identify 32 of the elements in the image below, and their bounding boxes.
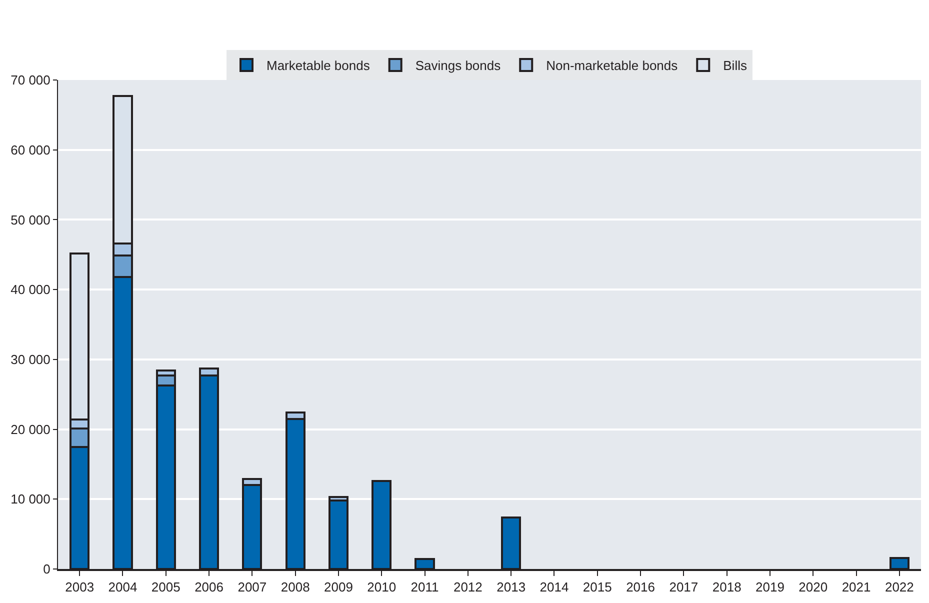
x-tick-label: 2007 xyxy=(238,580,267,595)
x-tick-label: 2021 xyxy=(842,580,871,595)
x-tick-label: 2015 xyxy=(582,580,612,595)
x-tick-label: 2017 xyxy=(669,580,698,595)
x-tick-label: 2019 xyxy=(756,580,784,595)
x-tick-label: 2004 xyxy=(108,580,138,595)
x-tick-label: 2022 xyxy=(884,580,914,595)
x-tick-label: 2010 xyxy=(367,580,396,595)
x-tick-label: 2009 xyxy=(324,580,353,595)
y-tick-label: 10 000 xyxy=(10,492,50,507)
legend-label: Savings bonds xyxy=(415,58,502,74)
x-tick-label: 2014 xyxy=(540,580,569,595)
y-tick-label: 70 000 xyxy=(10,72,50,88)
legend-label: Marketable bonds xyxy=(266,58,370,74)
x-tick-label: 2006 xyxy=(194,580,224,595)
x-tick-label: 2013 xyxy=(496,580,526,595)
x-tick-label: 2016 xyxy=(626,580,655,595)
legend-label: Bills xyxy=(723,58,748,74)
y-tick-label: 30 000 xyxy=(10,352,50,367)
x-tick-label: 2018 xyxy=(712,580,742,595)
x-tick-label: 2012 xyxy=(453,580,482,595)
y-tick-label: 50 000 xyxy=(10,212,50,228)
y-tick-label: 20 000 xyxy=(10,422,50,437)
y-tick-label: 40 000 xyxy=(10,282,50,298)
x-tick-label: 2003 xyxy=(65,580,94,595)
y-tick-label: 0 xyxy=(43,562,50,577)
x-tick-label: 2020 xyxy=(798,580,828,595)
x-tick-label: 2008 xyxy=(280,580,310,595)
y-tick-label: 60 000 xyxy=(10,142,50,158)
legend-label: Non-marketable bonds xyxy=(546,58,678,74)
x-tick-label: 2011 xyxy=(410,580,439,595)
x-tick-label: 2005 xyxy=(151,580,180,595)
